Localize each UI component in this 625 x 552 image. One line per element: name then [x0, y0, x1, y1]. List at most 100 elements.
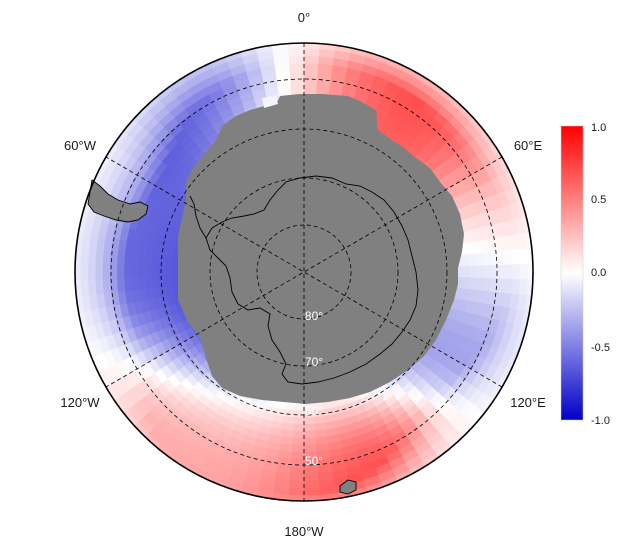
field-cell	[289, 62, 305, 72]
field-cell	[462, 265, 471, 279]
field-cell	[303, 472, 319, 482]
colorbar: 1.0 0.5 0.0 -0.5 -1.0	[560, 122, 610, 427]
field-cell	[527, 263, 533, 281]
field-cell	[534, 280, 543, 297]
field-cell	[102, 278, 111, 294]
field-cell	[289, 472, 305, 482]
field-cell	[498, 264, 506, 280]
field-cell	[319, 43, 338, 44]
field-cell	[75, 247, 82, 265]
field-cell	[79, 279, 90, 296]
field-cell	[504, 249, 514, 266]
field-cell	[335, 498, 355, 501]
field-cell	[526, 279, 533, 297]
lat-label-70: 70°	[305, 355, 323, 369]
field-cell	[303, 62, 319, 72]
field-cell	[87, 264, 96, 280]
field-cell	[287, 495, 305, 501]
field-cell	[75, 311, 80, 331]
field-cell	[116, 265, 125, 279]
field-cell	[130, 277, 139, 291]
colorbar-gradient	[560, 125, 584, 421]
field-cell	[497, 250, 506, 266]
field-cell	[171, 267, 179, 277]
lat-label-50: 50°	[305, 454, 323, 468]
field-cell	[287, 33, 304, 41]
colorbar-tick-0.5: 0.5	[591, 194, 606, 206]
field-cell	[75, 230, 77, 249]
field-cell	[531, 230, 533, 249]
field-cell	[304, 503, 321, 511]
field-cell	[144, 254, 153, 268]
field-cell	[303, 43, 321, 49]
field-cell	[303, 487, 320, 497]
field-cell	[518, 248, 529, 265]
field-cell	[489, 251, 499, 266]
field-cell	[75, 213, 80, 233]
field-cell	[303, 47, 320, 57]
field-cell	[504, 278, 514, 295]
field-cell	[290, 77, 305, 86]
field-cell	[270, 500, 289, 501]
field-cell	[123, 265, 132, 279]
field-cell	[475, 277, 485, 292]
lat-label-80: 80°	[305, 309, 323, 323]
field-cell	[303, 55, 320, 64]
field-cell	[292, 423, 305, 432]
field-cell	[87, 278, 97, 295]
field-cell	[291, 444, 305, 453]
field-cell	[303, 430, 316, 439]
field-cell	[289, 465, 305, 475]
field-cell	[164, 276, 173, 287]
field-cell	[462, 277, 471, 290]
field-cell	[303, 69, 319, 79]
field-cell	[304, 33, 321, 41]
field-cell	[237, 43, 257, 50]
field-cell	[288, 487, 305, 497]
field-cell	[102, 250, 111, 266]
field-cell	[497, 278, 506, 294]
field-cell	[303, 423, 316, 432]
field-cell	[288, 55, 305, 64]
field-cell	[94, 249, 104, 266]
field-cell	[475, 252, 485, 267]
field-cell	[237, 494, 257, 501]
field-cell	[476, 265, 485, 279]
field-cell	[290, 84, 305, 93]
field-cell	[289, 69, 305, 79]
field-cell	[137, 265, 145, 279]
field-cell	[283, 409, 295, 418]
lon-label-120w: 120°W	[60, 395, 100, 410]
field-cell	[303, 417, 315, 425]
field-cell	[293, 410, 305, 419]
field-cell	[144, 276, 153, 290]
field-cell	[303, 444, 317, 453]
field-cell	[164, 257, 173, 268]
field-cell	[130, 265, 139, 279]
field-cell	[123, 277, 133, 292]
field-cell	[531, 295, 533, 314]
field-cell	[293, 403, 305, 412]
field-cell	[292, 430, 305, 439]
field-cell	[319, 500, 338, 501]
field-cell	[65, 280, 74, 297]
field-cell	[65, 247, 74, 264]
field-cell	[293, 417, 305, 425]
field-cell	[79, 263, 88, 281]
field-cell	[528, 213, 533, 233]
field-cell	[303, 84, 318, 93]
field-cell	[291, 437, 305, 446]
field-cell	[253, 498, 273, 501]
lon-label-180: 180°W	[284, 524, 324, 539]
field-cell	[94, 278, 104, 295]
field-cell	[518, 279, 529, 296]
field-cell	[535, 264, 543, 281]
field-cell	[512, 264, 521, 280]
colorbar-tick-neg0.5: -0.5	[591, 342, 610, 354]
field-cell	[462, 254, 471, 267]
field-cell	[94, 264, 103, 280]
lon-label-60e: 60°E	[514, 138, 543, 153]
field-cell	[164, 266, 172, 278]
field-cell	[303, 480, 320, 489]
